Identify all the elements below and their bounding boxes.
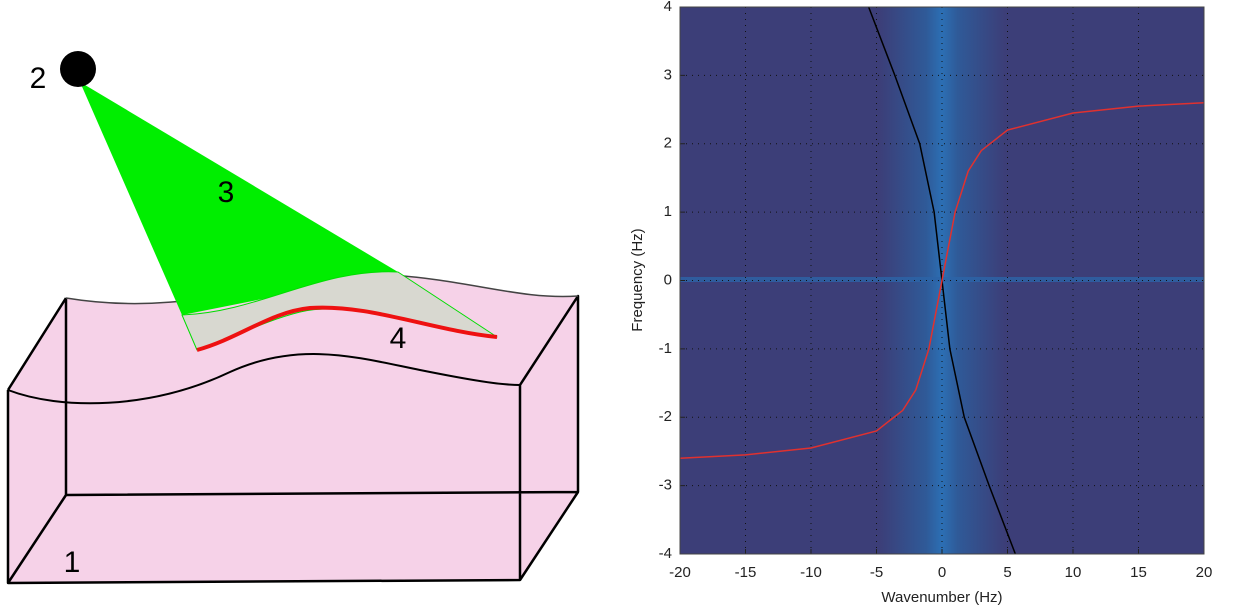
curve: [680, 101, 1204, 460]
projected-line: [196, 305, 498, 352]
y-tick-label: -1: [659, 340, 672, 357]
x-tick-label: 0: [938, 564, 946, 581]
y-tick-label: 2: [664, 135, 672, 152]
x-tick-label: -10: [800, 564, 822, 581]
label: 1: [64, 546, 81, 579]
y-tick-label: 1: [664, 203, 672, 220]
x-tick-label: 10: [1065, 564, 1082, 581]
diagram: 1 2 3 4: [6, 51, 580, 585]
x-tick-label: -20: [669, 564, 691, 581]
x-tick-label: 5: [1003, 564, 1011, 581]
light-source: [60, 51, 96, 87]
water-front: [7, 353, 521, 405]
tank: [8, 274, 578, 583]
x-tick-label: -5: [870, 564, 883, 581]
label: 4: [390, 322, 407, 355]
y-tick-label: 4: [664, 0, 672, 15]
y-tick-label: -4: [659, 545, 672, 562]
tank-edges: [6, 294, 580, 585]
light-cone: [80, 82, 398, 315]
x-tick-label: 20: [1196, 564, 1213, 581]
y-tick-label: 0: [664, 271, 672, 288]
x-tick-label: -15: [735, 564, 757, 581]
chart: Wavenumber (Hz) Frequency (Hz) -20 -15 -10…: [629, 0, 1212, 606]
label: 3: [218, 176, 235, 209]
y-tick-label: -3: [659, 477, 672, 494]
y-tick-label: -2: [659, 408, 672, 425]
label: 2: [30, 62, 47, 95]
y-axis-label: Frequency (Hz): [629, 228, 646, 331]
x-axis-label: Wavenumber (Hz): [881, 589, 1002, 606]
plot-frame: [679, 6, 1205, 555]
y-tick-label: 3: [664, 66, 672, 83]
x-tick-label: 15: [1130, 564, 1147, 581]
